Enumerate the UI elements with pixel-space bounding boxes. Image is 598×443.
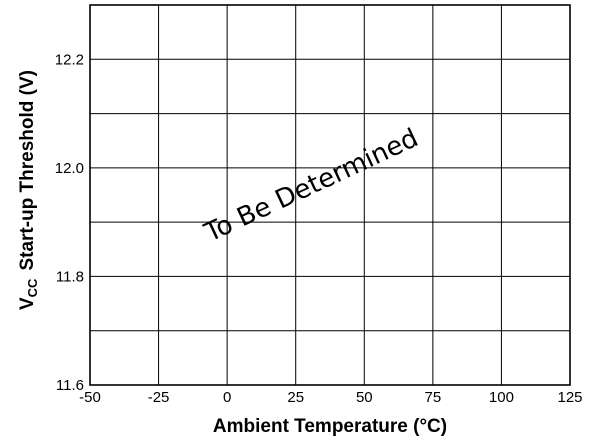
y-axis-title-subscript: CC: [25, 278, 40, 297]
x-axis-title: Ambient Temperature (°C): [213, 416, 447, 437]
y-tick-label: 11.8: [56, 268, 84, 285]
x-tick-labels: -50 -25 0 25 50 75 100 125: [79, 389, 582, 406]
y-axis-title: VCC Start-up Threshold (V): [17, 70, 40, 310]
x-tick-label: -25: [148, 389, 170, 406]
x-tick-label: 75: [425, 389, 442, 406]
x-tick-label: 25: [287, 389, 304, 406]
y-tick-label: 12.2: [55, 51, 84, 68]
x-tick-label: 125: [557, 389, 582, 406]
x-tick-label: 0: [223, 389, 231, 406]
grid: [90, 5, 570, 385]
to-be-determined-annotation: To Be Determined: [199, 123, 423, 249]
x-tick-label: -50: [79, 389, 101, 406]
y-axis-title-v: V: [17, 297, 38, 310]
x-tick-label: 100: [489, 389, 514, 406]
plot-frame: [89, 4, 571, 386]
x-tick-label: 50: [356, 389, 373, 406]
y-tick-labels: 12.2 12.0 11.8 11.6: [55, 51, 84, 394]
y-axis-title-rest: Start-up Threshold (V): [17, 70, 38, 271]
y-tick-label: 11.6: [56, 377, 84, 394]
y-tick-label: 12.0: [55, 160, 84, 177]
